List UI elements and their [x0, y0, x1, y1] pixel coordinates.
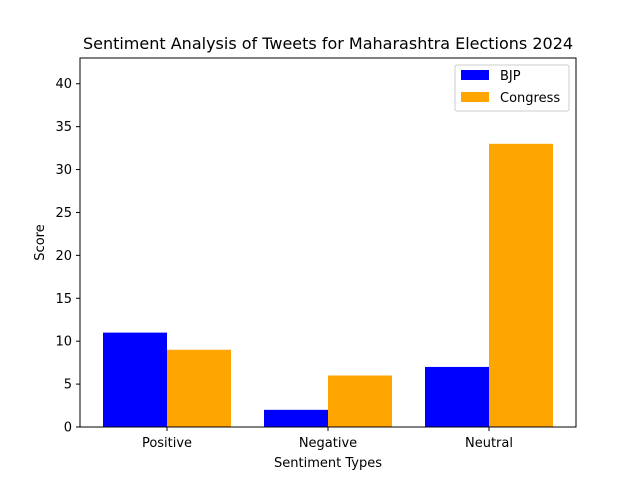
x-axis: Positive Negative Neutral: [142, 427, 513, 451]
legend-label-congress: Congress: [500, 91, 560, 106]
x-tick-label-negative: Negative: [299, 436, 357, 451]
bar-congress-positive: [167, 349, 231, 427]
y-tick-label-10: 10: [55, 335, 72, 350]
legend-label-bjp: BJP: [500, 69, 521, 84]
x-tick-label-neutral: Neutral: [465, 436, 513, 451]
bar-bjp-negative: [264, 409, 328, 427]
y-tick-label-25: 25: [55, 206, 72, 221]
y-tick-label-30: 30: [55, 163, 72, 178]
y-tick-label-0: 0: [64, 421, 72, 436]
y-tick-label-20: 20: [55, 249, 72, 264]
legend-swatch-bjp: [461, 70, 489, 80]
y-axis-label: Score: [33, 224, 48, 260]
bar-congress-neutral: [489, 143, 553, 427]
bar-bjp-neutral: [425, 366, 489, 427]
y-tick-label-15: 15: [55, 292, 72, 307]
bar-bjp-positive: [103, 332, 167, 427]
y-tick-label-40: 40: [55, 77, 72, 92]
chart-title: Sentiment Analysis of Tweets for Maharas…: [83, 34, 573, 53]
x-tick-label-positive: Positive: [142, 436, 192, 451]
plot-area: [103, 143, 553, 427]
x-axis-label: Sentiment Types: [274, 456, 382, 471]
legend: BJP Congress: [454, 64, 570, 112]
legend-swatch-congress: [461, 92, 489, 102]
bar-congress-negative: [328, 375, 392, 427]
y-tick-label-35: 35: [55, 120, 72, 135]
y-axis: 0 5 10 15 20 25 30 35 40: [55, 77, 80, 436]
y-tick-label-5: 5: [64, 378, 72, 393]
